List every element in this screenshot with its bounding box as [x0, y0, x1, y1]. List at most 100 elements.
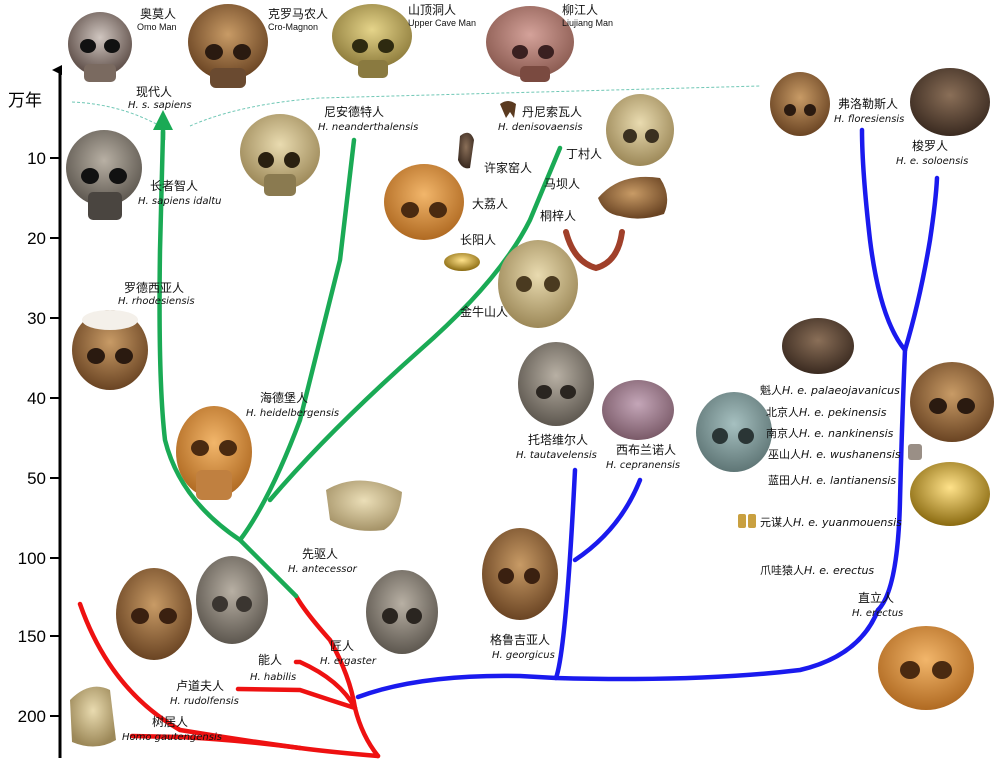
skull-liujiang-icon: [486, 6, 574, 82]
label-floresiensis-zh: 弗洛勒斯人: [838, 96, 898, 111]
skull-rudolfensis-icon: [116, 568, 192, 660]
label-uppercave-zh: 山顶洞人: [408, 3, 456, 17]
label-changyang-zh: 长阳人: [460, 233, 496, 247]
tick-label: 200: [18, 707, 46, 726]
skull-uppercave-icon: [332, 4, 412, 78]
label-nankinensis-sci: H. e. nankinensis: [799, 427, 894, 440]
label-javaman-zh: 爪哇猿人: [760, 563, 804, 577]
skull-cepranensis-icon: [602, 380, 674, 440]
label-jinniushan-zh: 金牛山人: [460, 304, 508, 319]
label-tautavelensis-zh: 托塔维尔人: [528, 432, 588, 447]
skull-java-icon: [910, 362, 994, 442]
label-cepranensis-sci: H. cepranensis: [606, 460, 680, 471]
branch-rudolfensis: [235, 686, 381, 759]
branch-ergaster: [293, 593, 358, 711]
label-cepranensis-zh: 西布兰诺人: [616, 443, 676, 457]
label-erectus-sci: H. erectus: [852, 608, 903, 619]
label-georgicus-sci: H. georgicus: [492, 650, 555, 661]
label-nankinensis: 南京人H. e. nankinensis: [766, 426, 894, 440]
label-palaeojavanicus: 魁人H. e. palaeojavanicus: [760, 383, 900, 397]
label-rudolfensis-zh: 卢道夫人: [176, 678, 224, 693]
label-rhodesiensis-zh: 罗德西亚人: [124, 280, 184, 295]
label-soloensis-zh: 梭罗人: [912, 138, 948, 153]
branch-habilis: [293, 659, 358, 711]
label-denisova-zh: 丹尼索瓦人: [522, 105, 582, 119]
label-georgicus-zh: 格鲁吉亚人: [490, 632, 550, 647]
label-pekinensis-zh: 北京人: [766, 405, 799, 419]
skull-antecessor-icon: [326, 480, 402, 531]
label-heidelbergensis-zh: 海德堡人: [260, 390, 308, 405]
label-uppercave-en: Upper Cave Man: [408, 18, 476, 28]
label-antecessor-sci: H. antecessor: [288, 564, 358, 575]
label-lantianensis-zh: 蓝田人: [768, 474, 801, 487]
skullcap-palaeojavanicus-icon: [782, 318, 854, 374]
label-javaman-sci: H. e. erectus: [804, 564, 874, 577]
tooth-wushan-icon: [908, 444, 922, 460]
label-liujiang-zh: 柳江人: [562, 3, 598, 17]
branch-erectus-main: [355, 607, 881, 700]
time-axis: 万年 10 20 30 40 50 100 150 200: [8, 65, 62, 758]
skull-dali-icon: [384, 164, 464, 240]
branch-floresiensis: [859, 127, 908, 353]
label-rudolfensis-sci: H. rudolfensis: [170, 696, 239, 707]
label-sapiens-zh: 现代人: [136, 85, 172, 99]
label-cromagnon-zh: 克罗马农人: [268, 7, 328, 21]
label-nankinensis-zh: 南京人: [766, 426, 799, 440]
blue-branches: [355, 127, 940, 700]
branch-cepranensis: [572, 477, 643, 563]
branch-sapiens: [157, 129, 299, 599]
label-wushanensis-sci: H. e. wushanensis: [801, 448, 901, 461]
tick-label: 50: [27, 469, 46, 488]
skull-heidelbergensis-icon: [176, 406, 252, 500]
label-liujiang-en: Liujiang Man: [562, 18, 613, 28]
label-soloensis-sci: H. e. soloensis: [896, 156, 968, 167]
label-lantianensis: 蓝田人H. e. lantianensis: [768, 474, 896, 487]
skull-idaltu-icon: [66, 130, 142, 220]
label-pekinensis: 北京人H. e. pekinensis: [766, 405, 887, 419]
branch-gautengensis: [77, 601, 303, 751]
skull-jinniushan-icon: [498, 240, 578, 328]
skull-cromagnon-icon: [188, 4, 268, 88]
skull-rhodesiensis-icon: [72, 310, 148, 390]
label-wushanensis: 巫山人H. e. wushanensis: [768, 448, 901, 461]
tick-label: 20: [27, 229, 46, 248]
label-dingcun-zh: 丁村人: [566, 147, 602, 161]
label-xujiayao-zh: 许家窑人: [484, 160, 532, 175]
label-tautavelensis-sci: H. tautavelensis: [516, 450, 597, 461]
label-yuanmouensis: 元谋人H. e. yuanmouensis: [760, 516, 902, 529]
skull-specimens: [66, 4, 994, 747]
label-sapiens-sci: H. s. sapiens: [128, 100, 192, 111]
skull-soloensis-icon: [910, 68, 990, 136]
skull-erectus-icon: [878, 626, 974, 710]
label-omo-zh: 奥莫人: [140, 7, 176, 21]
tooth-denisovan-icon: [500, 101, 516, 118]
label-omo-en: Omo Man: [137, 22, 177, 32]
label-yuanmouensis-zh: 元谋人: [760, 516, 793, 529]
label-lantianensis-sci: H. e. lantianensis: [801, 474, 896, 487]
label-palaeojavanicus-sci: H. e. palaeojavanicus: [782, 384, 900, 397]
branch-soloensis: [902, 175, 940, 353]
label-idaltu-zh: 长者智人: [150, 178, 198, 193]
species-labels: 奥莫人 Omo Man 克罗马农人 Cro-Magnon 山顶洞人 Upper …: [118, 3, 968, 743]
label-palaeojavanicus-zh: 魁人: [760, 383, 782, 397]
tick-label: 150: [18, 627, 46, 646]
tick-label: 30: [27, 309, 46, 328]
red-branches: [77, 593, 381, 759]
label-habilis-sci: H. habilis: [250, 672, 296, 683]
jaw-tongzi-icon: [563, 229, 625, 272]
label-ergaster-zh: 匠人: [330, 639, 354, 653]
skull-gautengensis-icon: [70, 686, 116, 747]
fragment-changyang-icon: [444, 253, 480, 271]
label-cromagnon-en: Cro-Magnon: [268, 22, 318, 32]
label-erectus-zh: 直立人: [858, 590, 894, 605]
label-pekinensis-sci: H. e. pekinensis: [799, 406, 887, 419]
skull-neanderthal-icon: [240, 114, 320, 196]
skull-lantian-icon: [910, 462, 990, 526]
label-heidelbergensis-sci: H. heidelbergensis: [246, 408, 339, 419]
skull-mapa-icon: [598, 176, 668, 219]
label-gautengensis-sci: Homo gautengensis: [122, 732, 222, 743]
skull-pekinensis-icon: [696, 392, 772, 472]
label-yuanmouensis-sci: H. e. yuanmouensis: [793, 516, 902, 529]
label-denisova-sci: H. denisovaensis: [498, 122, 583, 133]
